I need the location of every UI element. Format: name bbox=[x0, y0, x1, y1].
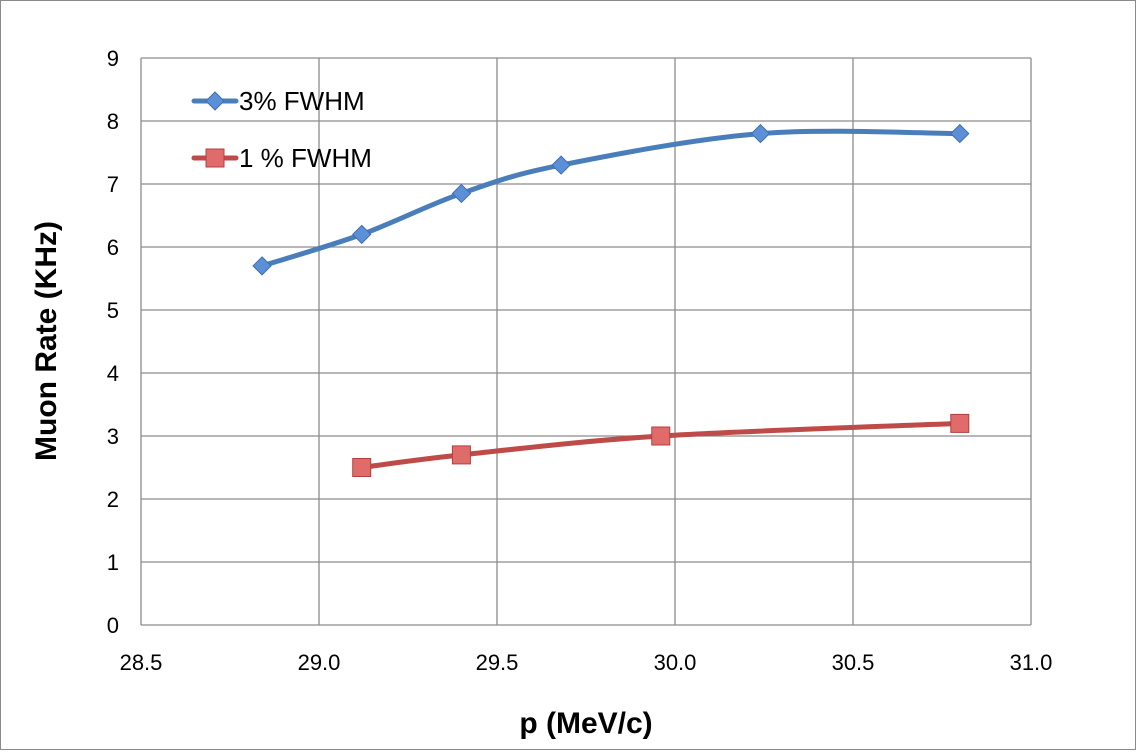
x-tick-label: 29.5 bbox=[476, 650, 519, 675]
legend-item: 1 % FWHM bbox=[191, 143, 372, 173]
legend-marker bbox=[205, 148, 225, 168]
legend-label: 1 % FWHM bbox=[239, 143, 372, 173]
series-3pct-fwhm bbox=[252, 123, 970, 276]
data-point bbox=[252, 256, 272, 276]
data-point bbox=[451, 445, 471, 465]
data-point bbox=[950, 123, 970, 144]
x-tick-label: 31.0 bbox=[1010, 650, 1053, 675]
x-tick-labels: 28.5 29.0 29.5 30.0 30.5 31.0 bbox=[120, 650, 1053, 675]
data-point bbox=[451, 183, 472, 204]
y-tick-label: 0 bbox=[107, 613, 119, 638]
y-tick-label: 8 bbox=[107, 109, 119, 134]
data-point bbox=[950, 413, 970, 433]
y-tick-label: 7 bbox=[107, 172, 119, 197]
y-tick-label: 2 bbox=[107, 487, 119, 512]
y-tick-label: 3 bbox=[107, 424, 119, 449]
data-point bbox=[551, 155, 571, 175]
series-line bbox=[359, 420, 963, 470]
y-axis-title: Muon Rate (KHz) bbox=[30, 221, 63, 461]
data-point bbox=[352, 224, 372, 245]
gridlines bbox=[140, 57, 1032, 626]
legend-item: 3% FWHM bbox=[191, 86, 365, 116]
y-tick-label: 1 bbox=[107, 550, 119, 575]
data-point bbox=[352, 458, 372, 477]
data-point bbox=[651, 426, 671, 446]
y-tick-label: 5 bbox=[107, 298, 119, 323]
y-tick-label: 9 bbox=[107, 46, 119, 71]
y-tick-labels: 0 1 2 3 4 5 6 7 8 9 bbox=[107, 46, 119, 638]
x-tick-label: 30.0 bbox=[654, 650, 697, 675]
x-tick-label: 30.5 bbox=[832, 650, 875, 675]
y-tick-label: 4 bbox=[107, 361, 119, 386]
x-axis-title: p (MeV/c) bbox=[519, 707, 652, 740]
series-1pct-fwhm bbox=[352, 413, 970, 477]
x-tick-label: 29.0 bbox=[298, 650, 341, 675]
legend-label: 3% FWHM bbox=[239, 86, 365, 116]
y-tick-label: 6 bbox=[107, 235, 119, 260]
series-group bbox=[252, 123, 970, 477]
data-point bbox=[750, 123, 771, 144]
x-tick-label: 28.5 bbox=[120, 650, 163, 675]
legend-marker bbox=[205, 91, 225, 111]
legend: 3% FWHM 1 % FWHM bbox=[191, 86, 372, 173]
